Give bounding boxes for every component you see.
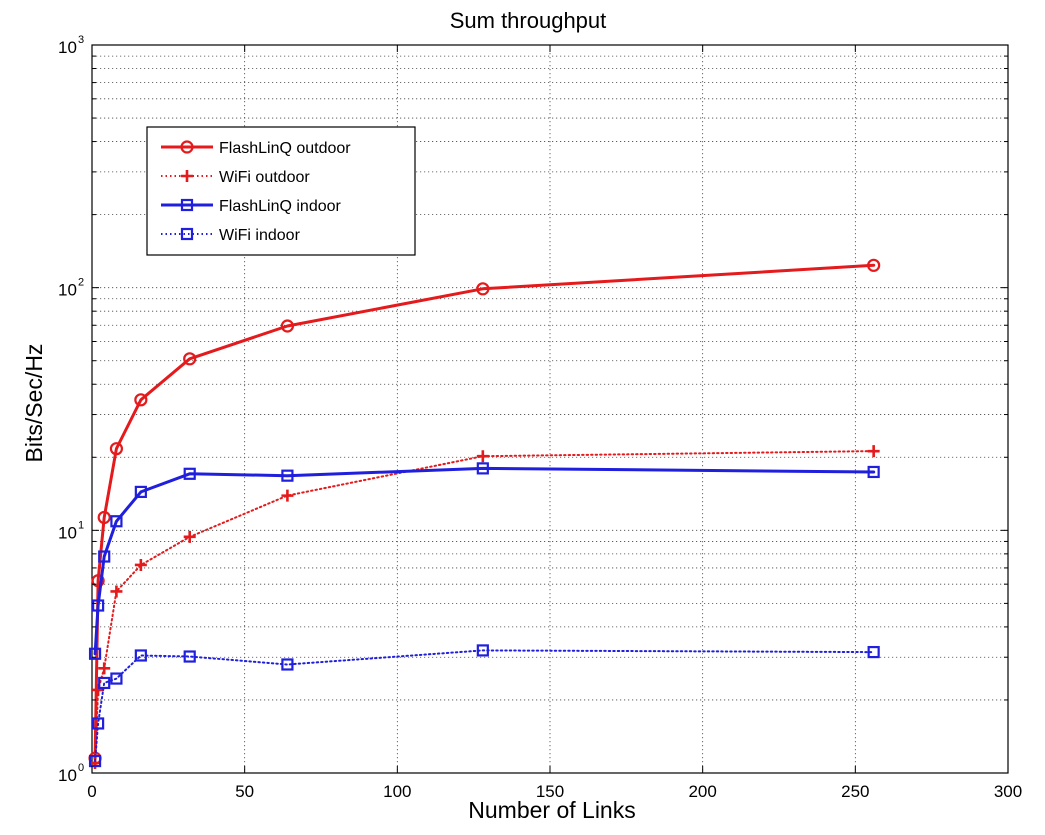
data-point bbox=[134, 485, 147, 499]
data-point bbox=[88, 647, 102, 660]
data-point bbox=[110, 515, 123, 528]
data-point bbox=[476, 644, 489, 657]
legend-item-flashlinq-indoor: FlashLinQ indoor bbox=[161, 198, 342, 215]
y-tick-exponent: 1 bbox=[78, 519, 84, 531]
legend-label: WiFi outdoor bbox=[219, 169, 310, 186]
legend-item-wifi-outdoor: WiFi outdoor bbox=[161, 169, 310, 186]
data-point bbox=[97, 510, 111, 525]
series-group bbox=[88, 258, 881, 769]
data-point bbox=[867, 445, 880, 458]
data-point bbox=[281, 469, 294, 482]
y-tick-exponent: 2 bbox=[78, 277, 84, 289]
data-point bbox=[98, 550, 111, 563]
data-point bbox=[183, 467, 196, 480]
series-wifi-outdoor bbox=[89, 445, 880, 769]
data-point bbox=[183, 650, 196, 663]
x-tick-label: 200 bbox=[688, 782, 716, 801]
y-tick-label: 10 1 bbox=[58, 519, 84, 542]
data-point bbox=[867, 258, 881, 272]
data-point bbox=[281, 489, 294, 502]
series-line bbox=[93, 263, 876, 760]
x-tick-label: 0 bbox=[87, 782, 96, 801]
x-axis-label: Number of Links bbox=[468, 797, 635, 823]
data-point bbox=[92, 599, 105, 612]
y-tick-base: 10 bbox=[58, 766, 77, 785]
series-flashlinq-outdoor bbox=[88, 258, 881, 765]
legend-marker bbox=[180, 227, 194, 241]
y-tick-label: 10 0 bbox=[58, 762, 84, 785]
series-wifi-indoor bbox=[88, 644, 880, 768]
series-line bbox=[94, 450, 875, 764]
legend-label: FlashLinQ outdoor bbox=[219, 140, 351, 157]
data-point bbox=[110, 585, 123, 598]
legend-label: WiFi indoor bbox=[219, 227, 301, 244]
y-tick-exponent: 3 bbox=[78, 34, 84, 46]
y-tick-base: 10 bbox=[58, 281, 77, 300]
data-point bbox=[476, 282, 490, 296]
legend-label: FlashLinQ indoor bbox=[219, 198, 342, 215]
y-axis-label: Bits/Sec/Hz bbox=[21, 344, 47, 463]
legend-marker bbox=[180, 198, 194, 212]
x-tick-label: 100 bbox=[383, 782, 411, 801]
data-point bbox=[92, 683, 105, 696]
data-point bbox=[183, 530, 196, 543]
data-point bbox=[867, 465, 880, 479]
legend-marker bbox=[180, 140, 194, 154]
data-point bbox=[91, 574, 105, 588]
y-tick-label: 10 3 bbox=[58, 34, 84, 57]
data-point bbox=[476, 450, 489, 463]
x-tick-label: 300 bbox=[994, 782, 1022, 801]
data-point bbox=[134, 558, 147, 571]
legend-item-flashlinq-outdoor: FlashLinQ outdoor bbox=[161, 140, 351, 157]
legend: FlashLinQ outdoor WiFi outdoor FlashLinQ i… bbox=[146, 126, 416, 256]
data-point bbox=[134, 393, 148, 407]
chart-title: Sum throughput bbox=[450, 8, 607, 33]
series-line bbox=[94, 649, 875, 763]
data-point bbox=[98, 662, 111, 675]
series-line bbox=[93, 466, 876, 656]
y-tick-exponent: 0 bbox=[78, 762, 84, 774]
data-point bbox=[183, 352, 197, 366]
data-point bbox=[280, 319, 295, 333]
data-point bbox=[134, 649, 147, 662]
data-point bbox=[92, 717, 105, 730]
legend-marker bbox=[181, 170, 193, 182]
x-tick-label: 250 bbox=[841, 782, 869, 801]
x-tick-label: 150 bbox=[536, 782, 564, 801]
y-tick-base: 10 bbox=[58, 523, 77, 542]
data-point bbox=[281, 658, 294, 671]
data-point bbox=[476, 462, 489, 475]
data-point bbox=[88, 754, 102, 768]
data-point bbox=[98, 676, 111, 690]
y-tick-base: 10 bbox=[58, 38, 77, 57]
data-point bbox=[109, 442, 124, 456]
data-point bbox=[867, 645, 880, 659]
series-flashlinq-indoor bbox=[88, 462, 880, 660]
x-tick-label: 50 bbox=[235, 782, 254, 801]
data-point bbox=[110, 672, 123, 685]
legend-item-wifi-indoor: WiFi indoor bbox=[161, 227, 301, 244]
y-tick-label: 10 2 bbox=[58, 277, 84, 300]
